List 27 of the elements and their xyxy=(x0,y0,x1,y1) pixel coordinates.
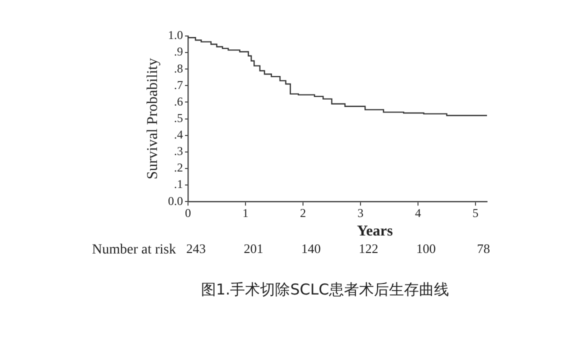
y-tick-label: 0.0 xyxy=(168,194,183,208)
x-tick-label: 2 xyxy=(300,206,306,220)
y-tick-label: 1.0 xyxy=(168,28,183,42)
x-tick-label: 1 xyxy=(242,206,248,220)
x-tick-label: 0 xyxy=(185,206,191,220)
text: 78 xyxy=(477,241,490,256)
y-axis-title: Survival Probability xyxy=(144,58,161,180)
y-tick-label: .7 xyxy=(174,78,183,92)
text: 201 xyxy=(244,241,264,256)
text: 图1.手术切除SCLC患者术后生存曲线 xyxy=(200,280,450,298)
x-tick-label: 3 xyxy=(358,206,364,220)
text: Number at risk xyxy=(92,242,176,258)
x-tick-label: 5 xyxy=(472,206,478,220)
y-tick-label: .9 xyxy=(174,44,183,59)
y-tick-label: .6 xyxy=(174,94,183,108)
y-tick-label: .5 xyxy=(174,110,183,125)
text: 122 xyxy=(358,241,378,256)
x-axis-title: Years xyxy=(356,223,393,240)
y-tick-label: .8 xyxy=(174,61,183,76)
y-tick-label: .2 xyxy=(174,160,183,175)
text: 100 xyxy=(416,241,436,256)
y-tick-label: .3 xyxy=(174,144,183,158)
x-tick-label: 4 xyxy=(415,206,421,220)
text: 140 xyxy=(301,241,321,256)
text: 243 xyxy=(186,241,206,256)
y-tick-label: .1 xyxy=(174,177,183,192)
y-tick-label: .4 xyxy=(174,128,183,142)
